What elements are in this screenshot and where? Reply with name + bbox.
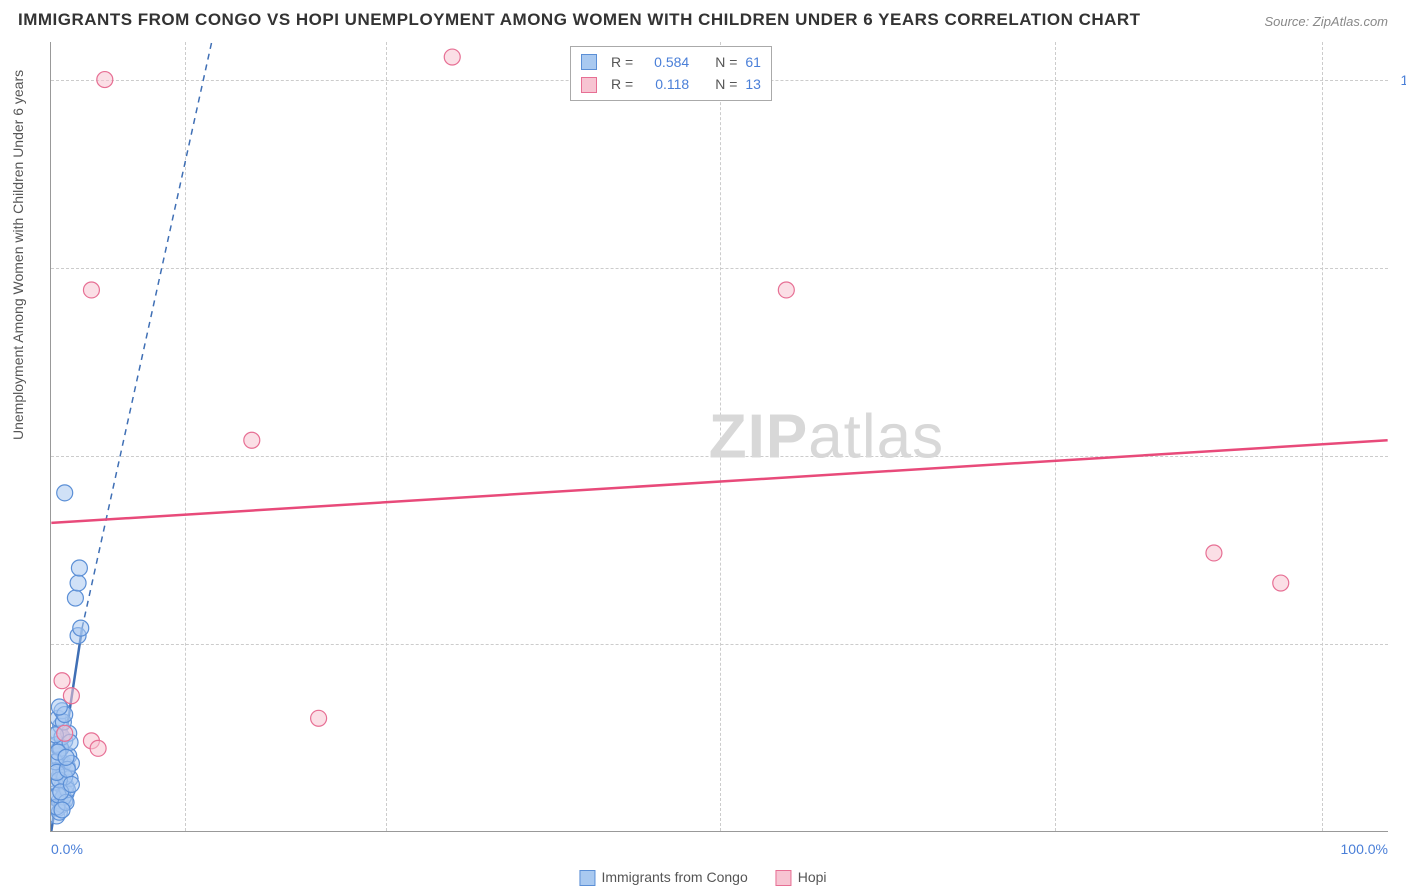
plot-area: ZIPatlas 0.0% 100.0% 25.0%50.0%75.0%100.…: [50, 42, 1388, 832]
n-value: 13: [745, 73, 761, 95]
regression-extrapolation: [82, 42, 212, 628]
r-label: R =: [611, 73, 633, 95]
series-legend-item: Immigrants from Congo: [579, 869, 747, 886]
data-point: [57, 485, 73, 501]
data-point: [54, 673, 70, 689]
legend-row: R = 0.118 N = 13: [581, 73, 761, 95]
correlation-legend: R = 0.584 N = 61 R = 0.118 N = 13: [570, 46, 772, 101]
n-value: 61: [745, 51, 761, 73]
chart-svg: [51, 42, 1388, 831]
legend-swatch: [581, 54, 597, 70]
r-label: R =: [611, 51, 633, 73]
x-tick-max: 100.0%: [1341, 841, 1388, 857]
series-legend-item: Hopi: [776, 869, 827, 886]
legend-row: R = 0.584 N = 61: [581, 51, 761, 73]
data-point: [311, 710, 327, 726]
data-point: [71, 560, 87, 576]
y-tick: 50.0%: [1393, 448, 1406, 464]
data-point: [73, 620, 89, 636]
regression-line: [51, 440, 1387, 523]
data-point: [778, 282, 794, 298]
source-credit: Source: ZipAtlas.com: [1264, 14, 1388, 29]
data-point: [1273, 575, 1289, 591]
data-point: [244, 432, 260, 448]
data-point: [58, 749, 74, 765]
n-label: N =: [715, 73, 737, 95]
y-axis-label: Unemployment Among Women with Children U…: [10, 70, 26, 440]
y-tick: 75.0%: [1393, 260, 1406, 276]
r-value: 0.118: [641, 73, 689, 95]
data-point: [63, 688, 79, 704]
series-legend: Immigrants from Congo Hopi: [579, 869, 826, 886]
x-tick-min: 0.0%: [51, 841, 83, 857]
data-point: [70, 575, 86, 591]
data-point: [90, 740, 106, 756]
data-point: [57, 725, 73, 741]
n-label: N =: [715, 51, 737, 73]
y-tick: 25.0%: [1393, 636, 1406, 652]
y-tick: 100.0%: [1393, 72, 1406, 88]
chart-title: IMMIGRANTS FROM CONGO VS HOPI UNEMPLOYME…: [18, 10, 1141, 30]
data-point: [444, 49, 460, 65]
data-point: [1206, 545, 1222, 561]
legend-swatch: [579, 870, 595, 886]
data-point: [67, 590, 83, 606]
legend-swatch: [581, 77, 597, 93]
data-point: [83, 282, 99, 298]
series-name: Immigrants from Congo: [601, 869, 747, 885]
data-point: [54, 802, 70, 818]
r-value: 0.584: [641, 51, 689, 73]
legend-swatch: [776, 870, 792, 886]
data-point: [97, 72, 113, 88]
series-name: Hopi: [798, 869, 827, 885]
data-point: [63, 776, 79, 792]
